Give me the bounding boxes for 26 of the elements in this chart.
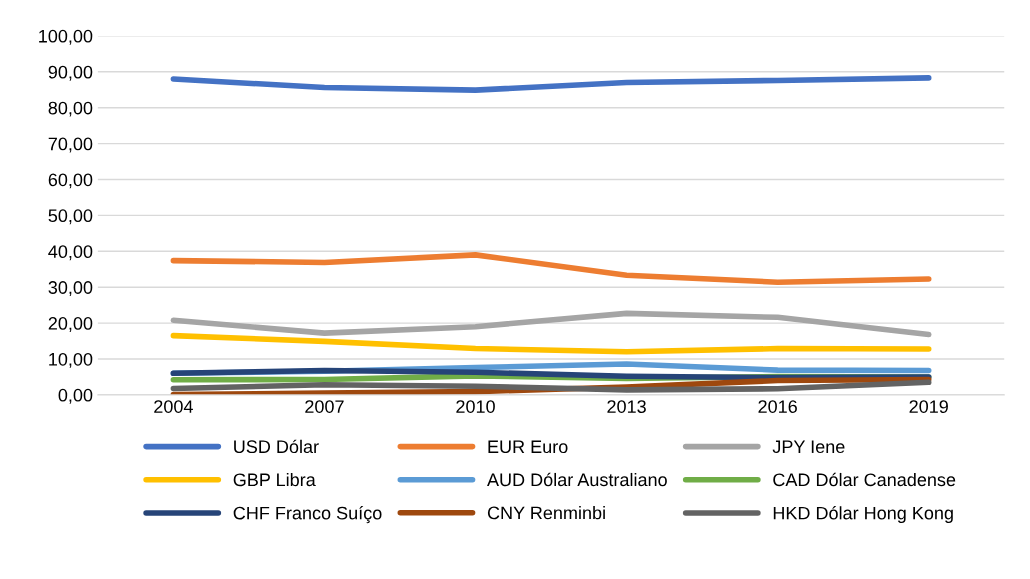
y-tick-label: 60,00	[48, 173, 93, 189]
y-tick-label: 10,00	[49, 352, 93, 368]
y-tick-label: 30,00	[48, 281, 93, 297]
y-tick-label: 70,00	[48, 137, 93, 153]
y-tick-label: 80,00	[48, 101, 93, 117]
x-tick-label: 2010	[456, 400, 495, 413]
y-tick-label: 100,00	[39, 29, 93, 45]
legend-label: HKD Dólar Hong Kong	[773, 506, 953, 524]
legend-label: EUR Euro	[488, 440, 568, 454]
y-tick-label: 0,00	[58, 388, 93, 404]
y-tick-label: 90,00	[48, 65, 93, 81]
legend-label: USD Dólar	[234, 439, 319, 454]
y-tick-label: 20,00	[48, 317, 93, 332]
legend-label: JPY Iene	[772, 440, 845, 454]
x-tick-label: 2013	[607, 400, 646, 413]
y-tick-label: 40,00	[48, 245, 93, 261]
x-tick-label: 2004	[154, 400, 193, 413]
legend-label: GBP Libra	[233, 472, 316, 487]
legend-label: CHF Franco Suíço	[233, 506, 382, 524]
legend-label: CAD Dólar Canadense	[773, 472, 956, 487]
x-tick-label: 2016	[758, 400, 797, 413]
legend-label: AUD Dólar Australiano	[487, 472, 667, 487]
legend-label: CNY Renminbi	[487, 506, 605, 520]
y-tick-label: 50,00	[48, 209, 93, 225]
x-tick-label: 2007	[305, 400, 344, 413]
x-tick-label: 2019	[909, 400, 948, 413]
